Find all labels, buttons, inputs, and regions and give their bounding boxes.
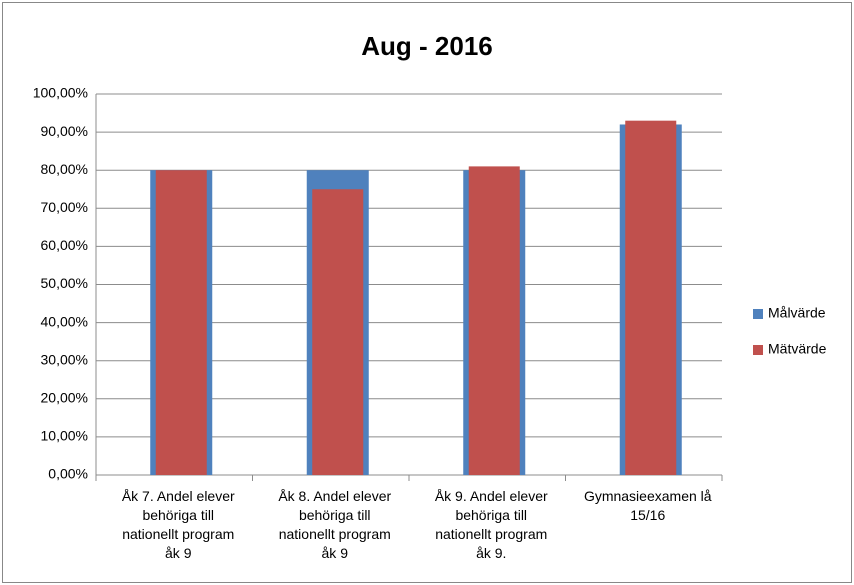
x-tick-label-line: Gymnasieexamen lå [584,488,712,504]
x-tick-label-line: Åk 9. Andel elever [435,488,548,504]
y-tick-label: 70,00% [41,199,88,215]
y-tick-label: 60,00% [41,237,88,253]
legend-swatch [753,345,763,355]
x-tick-label-line: Åk 8. Andel elever [278,488,391,504]
legend-label: Målvärde [768,305,826,321]
y-tick-label: 50,00% [41,275,88,291]
bar [312,189,364,475]
x-tick-label-line: åk 9 [322,545,349,561]
chart-title: Aug - 2016 [361,31,493,61]
x-tick-label: Åk 8. Andel elever behöriga till nationell… [278,488,391,561]
legend-swatch [753,309,763,319]
bar [468,166,520,475]
x-tick-label-line: åk 9. [476,545,506,561]
legend-label: Mätvärde [768,341,827,357]
x-tick-label-line: nationellt program [435,526,547,542]
y-tick-label: 100,00% [33,85,88,101]
y-tick-label: 20,00% [41,390,88,406]
x-tick-label-line: nationellt program [279,526,391,542]
y-tick-label: 10,00% [41,428,88,444]
x-tick-label-line: nationellt program [122,526,234,542]
x-tick-label-line: behöriga till [299,507,371,523]
y-tick-label: 90,00% [41,123,88,139]
x-tick-label-line: behöriga till [142,507,214,523]
x-tick-label: Gymnasieexamen lå 15/16 [584,488,712,523]
x-tick-label-line: Åk 7. Andel elever [122,488,235,504]
y-tick-label: 30,00% [41,351,88,367]
x-tick-label: Åk 9. Andel elever behöriga till nationell… [435,488,548,561]
y-tick-label: 0,00% [48,466,88,482]
y-tick-label: 80,00% [41,161,88,177]
bar [625,120,677,476]
x-tick-label-line: behöriga till [455,507,527,523]
y-tick-label: 40,00% [41,313,88,329]
x-tick-label: Åk 7. Andel elever behöriga till nationell… [122,488,235,561]
x-tick-label-line: åk 9 [165,545,192,561]
x-tick-label-line: 15/16 [630,507,665,523]
bar [155,170,207,475]
